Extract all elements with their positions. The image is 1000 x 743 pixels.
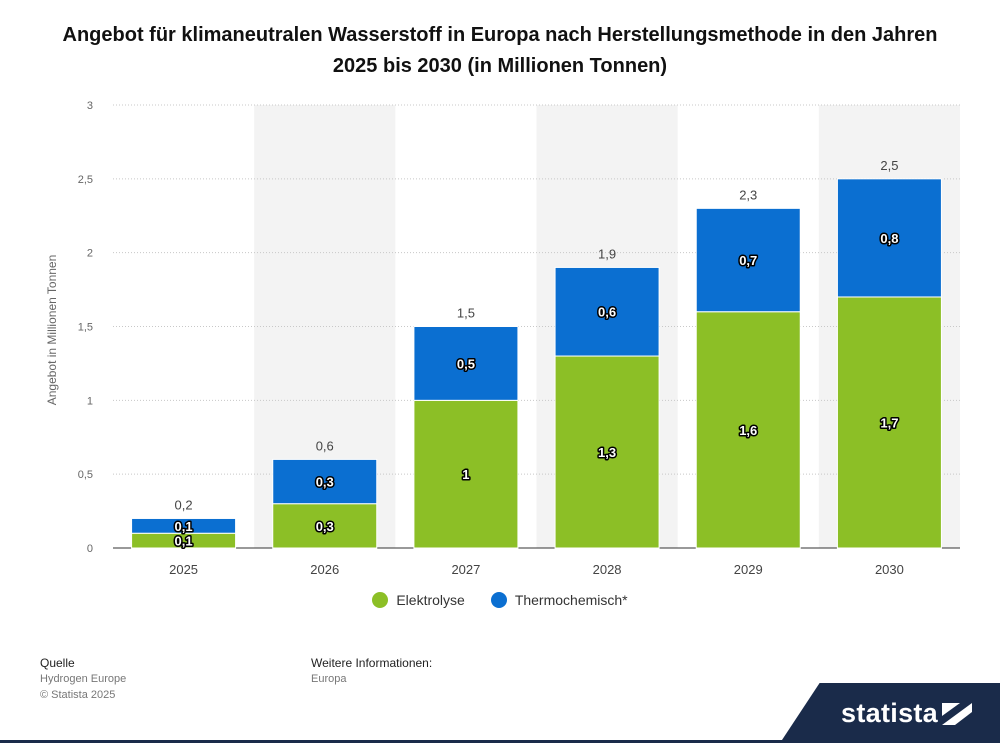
y-tick-label: 1,5	[78, 322, 93, 334]
bar-thermochemisch-2030	[836, 178, 942, 298]
bar-thermochemisch-2028	[554, 266, 660, 357]
y-tick-label: 2,5	[78, 174, 93, 186]
bar-label-elektrolyse-2029: 1,6	[739, 423, 757, 438]
bar-label-thermochemisch-2026: 0,3	[316, 475, 334, 490]
legend: Elektrolyse Thermochemisch*	[0, 592, 1000, 608]
info-block: Weitere Informationen: Europa	[311, 655, 432, 687]
legend-item-thermochemisch[interactable]: Thermochemisch*	[490, 592, 628, 608]
chart-title: Angebot für klimaneutralen Wasserstoff i…	[62, 24, 938, 77]
bar-thermochemisch-2027	[413, 326, 519, 401]
bar-label-thermochemisch-2030: 0,8	[880, 231, 898, 246]
total-label-2025: 0,2	[175, 497, 193, 512]
source-heading: Quelle	[40, 656, 75, 670]
y-tick-label: 2	[87, 248, 93, 260]
info-value: Europa	[311, 673, 347, 685]
bar-label-thermochemisch-2029: 0,7	[739, 253, 757, 268]
total-label-2029: 2,3	[739, 187, 757, 202]
x-tick-label-2029: 2029	[734, 562, 763, 577]
info-heading: Weitere Informationen:	[311, 656, 433, 670]
y-tick-label: 0	[87, 543, 93, 555]
bar-thermochemisch-2026	[272, 458, 378, 505]
source-name[interactable]: Hydrogen Europe	[40, 673, 127, 685]
bar-label-thermochemisch-2025: 0,1	[175, 519, 193, 534]
source-block: Quelle Hydrogen Europe © Statista 2025	[40, 655, 126, 703]
total-label-2026: 0,6	[316, 438, 334, 453]
y-axis-ticks: 0 0,5 1 1,5 2 2,5 3	[78, 100, 93, 555]
x-tick-label-2026: 2026	[310, 562, 339, 577]
bar-elektrolyse-2029	[695, 311, 801, 549]
total-label-2028: 1,9	[598, 246, 616, 261]
bar-label-elektrolyse-2025: 0,1	[175, 534, 193, 549]
gridlines	[113, 104, 960, 549]
bar-elektrolyse-2028	[554, 355, 660, 549]
copyright: © Statista 2025	[40, 689, 116, 701]
legend-dot-thermochemisch-icon	[490, 592, 507, 608]
bar-label-elektrolyse-2026: 0,3	[316, 519, 334, 534]
bar-label-elektrolyse-2027: 1	[462, 467, 469, 482]
bar-label-thermochemisch-2027: 0,5	[457, 356, 475, 371]
x-tick-label-2027: 2027	[451, 562, 480, 577]
bar-thermochemisch-2025	[131, 517, 237, 534]
bar-elektrolyse-2026	[272, 503, 378, 549]
bar-thermochemisch-2029	[695, 207, 801, 313]
bar-elektrolyse-2030	[836, 296, 942, 549]
chart-area: 0 0,5 1 1,5 2 2,5 3 0,10,1 0,2 0,3 0,3 0,6 1 0,5 1,5 1…	[78, 100, 960, 577]
total-label-2027: 1,5	[457, 306, 475, 321]
y-axis-label-wrap: Angebot in Millionen Tonnen	[41, 240, 63, 420]
bottom-line	[0, 740, 1000, 743]
x-axis-ticks: 2025 2026 2027 2028 2029 2030	[169, 562, 904, 577]
bar-label-elektrolyse-2028: 1,3	[598, 445, 616, 460]
y-tick-label: 0,5	[78, 469, 93, 481]
y-tick-label: 3	[87, 100, 93, 112]
y-axis-label: Angebot in Millionen Tonnen	[45, 255, 59, 406]
x-tick-label-2025: 2025	[169, 562, 198, 577]
y-tick-label: 1	[87, 395, 93, 407]
legend-dot-elektrolyse-icon	[372, 592, 389, 608]
bar-elektrolyse-2027	[413, 399, 519, 549]
statista-logo-icon	[942, 703, 972, 725]
brand-logo-text[interactable]: statista	[841, 698, 938, 728]
legend-label-thermochemisch: Thermochemisch*	[514, 592, 628, 608]
total-label-2030: 2,5	[880, 158, 898, 173]
bars: 0,10,1 0,2 0,3 0,3 0,6 1 0,5 1,5 1,3 0,6 1,9 1,6 0,7…	[131, 158, 942, 550]
legend-item-elektrolyse[interactable]: Elektrolyse	[372, 592, 465, 608]
bar-label-elektrolyse-2030: 1,7	[880, 415, 898, 430]
x-tick-label-2030: 2030	[875, 562, 904, 577]
legend-label-elektrolyse: Elektrolyse	[396, 592, 465, 608]
bar-label-thermochemisch-2028: 0,6	[598, 305, 616, 320]
x-tick-label-2028: 2028	[593, 562, 622, 577]
